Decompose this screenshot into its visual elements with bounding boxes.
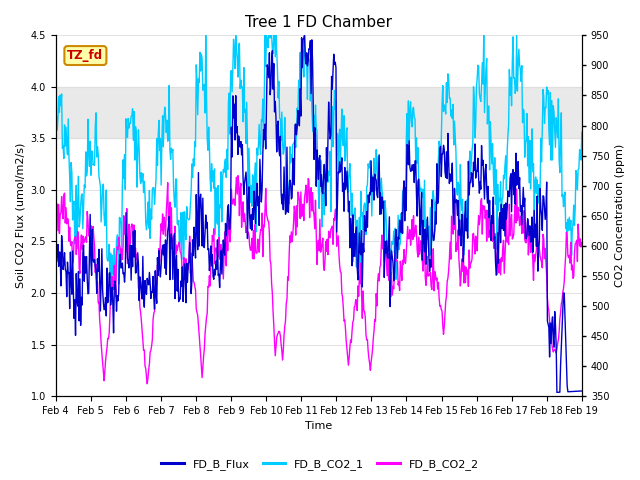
Y-axis label: Soil CO2 Flux (umol/m2/s): Soil CO2 Flux (umol/m2/s): [15, 143, 25, 288]
X-axis label: Time: Time: [305, 421, 332, 432]
Title: Tree 1 FD Chamber: Tree 1 FD Chamber: [245, 15, 392, 30]
Bar: [56, 87, 582, 138]
Y-axis label: CO2 Concentration (ppm): CO2 Concentration (ppm): [615, 144, 625, 288]
Legend: FD_B_Flux, FD_B_CO2_1, FD_B_CO2_2: FD_B_Flux, FD_B_CO2_1, FD_B_CO2_2: [157, 455, 483, 474]
Text: TZ_fd: TZ_fd: [67, 49, 104, 62]
